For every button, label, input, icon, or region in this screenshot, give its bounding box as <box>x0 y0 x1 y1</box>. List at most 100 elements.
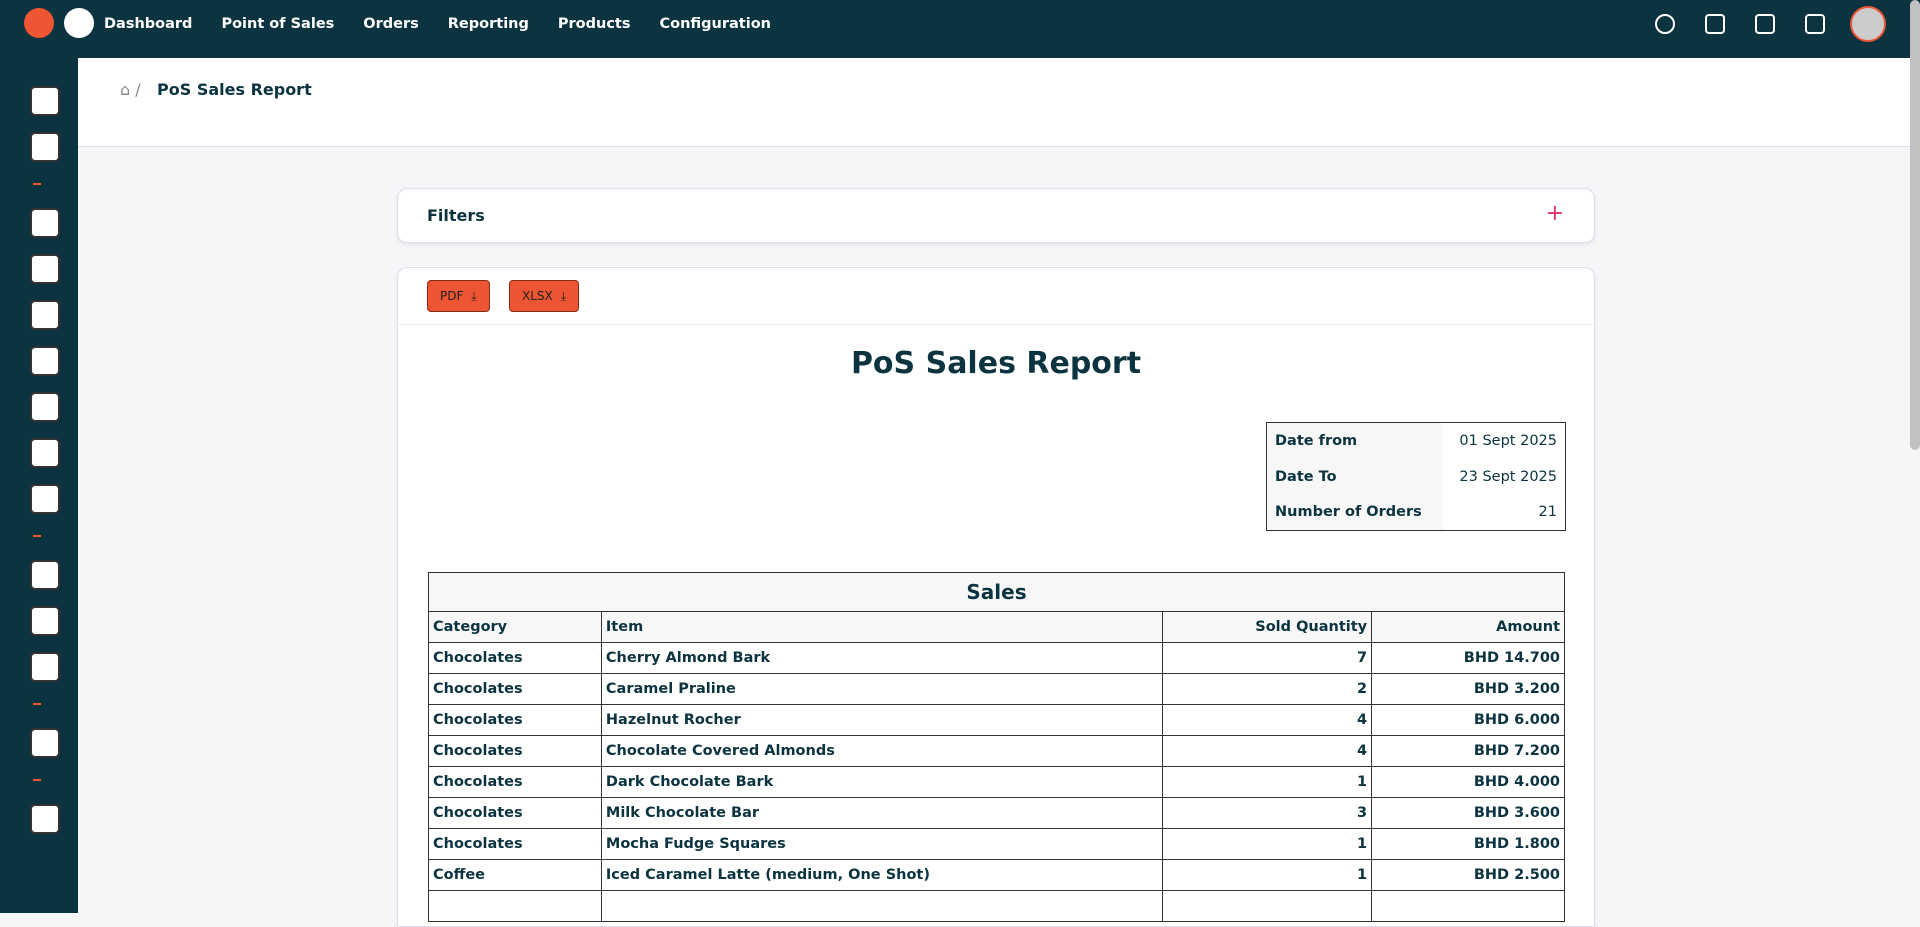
sales-cell: Chocolates <box>428 766 602 798</box>
header-row: Category Item Sold Quantity Amount <box>428 611 1565 643</box>
sales-table: Sales Category Item Sold Quantity Amount Cho… <box>428 572 1565 922</box>
xlsx-label: XLSX <box>522 289 553 303</box>
sales-cell: 4 <box>1162 735 1373 767</box>
attach-icon[interactable] <box>1755 14 1775 34</box>
info-value: 23 Sept 2025 <box>1459 468 1557 485</box>
column-header: Item <box>600 611 1164 643</box>
separator <box>33 183 41 185</box>
expand-icon[interactable]: + <box>1545 201 1564 226</box>
sales-cell: Chocolates <box>428 797 602 829</box>
sales-cell: BHD 1.800 <box>1371 828 1565 860</box>
side-icon[interactable] <box>30 804 60 834</box>
pdf-button[interactable]: PDF ⤓ <box>427 280 490 312</box>
breadcrumb: ⌂ / PoS Sales Report <box>78 58 1912 147</box>
info-label: Date from <box>1266 422 1443 459</box>
side-icon[interactable] <box>30 346 60 376</box>
sales-cell: BHD 4.000 <box>1371 766 1565 798</box>
sales-cell <box>428 890 602 922</box>
sales-cell: Mocha Fudge Squares <box>600 828 1164 860</box>
separator <box>33 779 41 781</box>
info-row: Date To 23 Sept 2025 <box>1266 458 1566 495</box>
sales-cell: Coffee <box>428 859 602 891</box>
sales-cell: Chocolates <box>428 642 602 674</box>
sales-cell: BHD 7.200 <box>1371 735 1565 767</box>
search-icon[interactable] <box>1655 14 1675 34</box>
scrollbar[interactable] <box>1910 0 1920 450</box>
nav-item[interactable]: Configuration <box>659 15 771 32</box>
sales-cell: 3 <box>1162 797 1373 829</box>
sales-cell: Chocolates <box>428 735 602 767</box>
side-icon[interactable] <box>30 484 60 514</box>
sales-row-partial <box>428 890 1565 922</box>
sidebar <box>0 58 78 913</box>
side-icon[interactable] <box>30 728 60 758</box>
nav-item[interactable]: Orders <box>363 15 419 32</box>
sales-cell: BHD 14.700 <box>1371 642 1565 674</box>
side-icon[interactable] <box>30 132 60 162</box>
sales-cell: Chocolates <box>428 673 602 705</box>
side-icon[interactable] <box>30 300 60 330</box>
xlsx-button[interactable]: XLSX ⤓ <box>509 280 580 312</box>
info-label: Date To <box>1266 458 1443 495</box>
info-row: Date from 01 Sept 2025 <box>1266 422 1566 459</box>
sales-row: Chocolates Milk Chocolate Bar 3 BHD 3.600 <box>428 797 1565 829</box>
sales-cell: Chocolates <box>428 828 602 860</box>
column-header: Sold Quantity <box>1162 611 1373 643</box>
sales-cell: 1 <box>1162 766 1373 798</box>
column-header: Category <box>428 611 602 643</box>
side-icon[interactable] <box>30 208 60 238</box>
sales-row: Chocolates Chocolate Covered Almonds 4 BHD … <box>428 735 1565 767</box>
info-row: Number of Orders 21 <box>1266 494 1566 531</box>
sales-cell: BHD 3.600 <box>1371 797 1565 829</box>
filters-card[interactable]: Filters + <box>397 188 1595 243</box>
sales-cell: Chocolate Covered Almonds <box>600 735 1164 767</box>
sales-cell: 1 <box>1162 828 1373 860</box>
nav-item[interactable]: Reporting <box>447 15 529 32</box>
logo[interactable] <box>24 8 54 38</box>
report-card: PDF ⤓ XLSX ⤓ PoS Sales Report Date from 01 … <box>397 267 1595 927</box>
sales-cell: Cherry Almond Bark <box>600 642 1164 674</box>
sales-row: Coffee Iced Caramel Latte (medium, One Sh… <box>428 859 1565 891</box>
sales-cell: Hazelnut Rocher <box>600 704 1164 736</box>
filters-title: Filters <box>427 206 485 225</box>
side-icon[interactable] <box>30 560 60 590</box>
side-icon[interactable] <box>30 438 60 468</box>
sales-cell: 4 <box>1162 704 1373 736</box>
side-icon[interactable] <box>30 606 60 636</box>
sales-cell: BHD 2.500 <box>1371 859 1565 891</box>
pdf-label: PDF <box>440 289 464 303</box>
nav-item[interactable]: Dashboard <box>104 15 193 32</box>
sales-row: Chocolates Cherry Almond Bark 7 BHD 14.700 <box>428 642 1565 674</box>
sales-title: Sales <box>428 572 1565 612</box>
sales-cell: Milk Chocolate Bar <box>600 797 1164 829</box>
nav-item[interactable]: Point of Sales <box>221 15 335 32</box>
separator <box>33 703 41 705</box>
sales-cell: Caramel Praline <box>600 673 1164 705</box>
avatar[interactable] <box>1850 6 1886 42</box>
side-icon[interactable] <box>30 652 60 682</box>
side-icon[interactable] <box>30 254 60 284</box>
divider <box>398 324 1594 325</box>
magic-icon[interactable] <box>1705 14 1725 34</box>
sales-cell: BHD 3.200 <box>1371 673 1565 705</box>
sales-row: Chocolates Hazelnut Rocher 4 BHD 6.000 <box>428 704 1565 736</box>
breadcrumb-current: PoS Sales Report <box>157 80 312 99</box>
side-icon[interactable] <box>30 392 60 422</box>
sales-row: Chocolates Caramel Praline 2 BHD 3.200 <box>428 673 1565 705</box>
sales-cell: BHD 6.000 <box>1371 704 1565 736</box>
top-bar: Dashboard Point of Sales Orders Reporting Pr… <box>0 0 1920 58</box>
collapse-button[interactable] <box>64 8 94 38</box>
info-label: Number of Orders <box>1266 494 1443 531</box>
main-nav: Dashboard Point of Sales Orders Reporting Pr… <box>104 0 771 47</box>
sales-row: Chocolates Dark Chocolate Bark 1 BHD 4.000 <box>428 766 1565 798</box>
home-icon[interactable]: ⌂ / <box>120 80 141 99</box>
sales-cell <box>1162 890 1373 922</box>
sales-cell: Iced Caramel Latte (medium, One Shot) <box>600 859 1164 891</box>
nav-item[interactable]: Products <box>557 15 631 32</box>
side-icon[interactable] <box>30 86 60 116</box>
apps-icon[interactable] <box>1805 14 1825 34</box>
sales-cell: 7 <box>1162 642 1373 674</box>
sales-cell: 1 <box>1162 859 1373 891</box>
separator <box>33 535 41 537</box>
